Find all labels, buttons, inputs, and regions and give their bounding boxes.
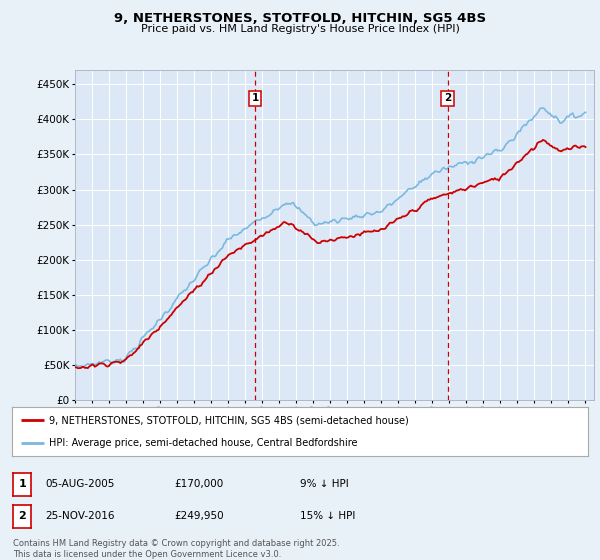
- Text: 1: 1: [19, 479, 26, 489]
- Text: 9% ↓ HPI: 9% ↓ HPI: [300, 479, 349, 489]
- Text: 1: 1: [251, 93, 259, 103]
- Text: Contains HM Land Registry data © Crown copyright and database right 2025.
This d: Contains HM Land Registry data © Crown c…: [13, 539, 340, 559]
- Text: 2: 2: [444, 93, 451, 103]
- Text: 2: 2: [19, 511, 26, 521]
- Text: 9, NETHERSTONES, STOTFOLD, HITCHIN, SG5 4BS: 9, NETHERSTONES, STOTFOLD, HITCHIN, SG5 …: [114, 12, 486, 25]
- Text: 25-NOV-2016: 25-NOV-2016: [45, 511, 115, 521]
- Text: Price paid vs. HM Land Registry's House Price Index (HPI): Price paid vs. HM Land Registry's House …: [140, 24, 460, 34]
- Text: HPI: Average price, semi-detached house, Central Bedfordshire: HPI: Average price, semi-detached house,…: [49, 438, 358, 448]
- Text: £249,950: £249,950: [174, 511, 224, 521]
- Text: 15% ↓ HPI: 15% ↓ HPI: [300, 511, 355, 521]
- Text: £170,000: £170,000: [174, 479, 223, 489]
- Text: 05-AUG-2005: 05-AUG-2005: [45, 479, 115, 489]
- Text: 9, NETHERSTONES, STOTFOLD, HITCHIN, SG5 4BS (semi-detached house): 9, NETHERSTONES, STOTFOLD, HITCHIN, SG5 …: [49, 416, 409, 426]
